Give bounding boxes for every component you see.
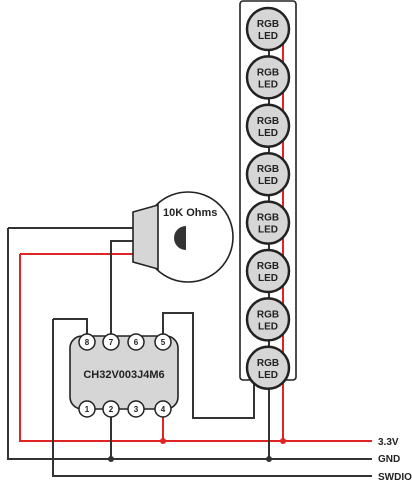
chip-pin: 6 [127, 333, 145, 351]
rgb-led-label-line2: LED [258, 225, 278, 236]
chip-label: CH32V003J4M6 [83, 369, 164, 381]
chip-pin-label: 1 [85, 405, 90, 414]
rgb-led-label-line1: RGB [257, 67, 279, 78]
pot-to-chip-pin7-wire [110, 240, 138, 336]
rgb-led-label-line2: LED [258, 273, 278, 284]
potentiometer-knob-icon [174, 226, 186, 250]
rgb-led-label-line2: LED [258, 128, 278, 139]
ground-rail-label: GND [378, 454, 400, 465]
rgb-led-body [245, 345, 291, 391]
rgb-led-label-line1: RGB [257, 309, 279, 320]
chip-pin-label: 5 [161, 338, 166, 347]
power-rail [19, 254, 372, 442]
rgb-led-label-line2: LED [258, 321, 278, 332]
junction-dot [108, 456, 114, 462]
junction-dots [108, 438, 286, 462]
rgb-led-body [245, 6, 291, 52]
chip-pin5-to-led-wire [162, 312, 255, 419]
rgb-led-label-line1: RGB [257, 358, 279, 369]
chip-pin-label: 3 [134, 405, 139, 414]
chip-pin8-to-swdio-wire [53, 318, 88, 336]
rgb-led-label-line2: LED [258, 176, 278, 187]
rgb-led-body [245, 151, 291, 197]
chip-pin: 5 [154, 333, 172, 351]
chip-pin: 7 [102, 333, 120, 351]
chip-pin: 2 [102, 400, 120, 418]
data-rail-label: SWDIO [378, 472, 412, 480]
rgb-led-label-line2: LED [258, 370, 278, 381]
chip-pin-label: 2 [109, 405, 114, 414]
chip-pin-label: 4 [161, 405, 166, 414]
rail-labels: 3.3V GND SWDIO [378, 437, 412, 480]
chip-pin: 4 [154, 400, 172, 418]
junction-dot [266, 456, 272, 462]
ground-rail [7, 228, 372, 460]
rgb-led-body [245, 200, 291, 245]
led-strip: RGBLEDRGBLEDRGBLEDRGBLEDRGBLEDRGBLEDRGBL… [239, 0, 297, 391]
potentiometer: 10K Ohms [132, 191, 234, 283]
rgb-led-label-line2: LED [258, 31, 278, 42]
potentiometer-pin-housing [132, 203, 159, 271]
chip-pin-label: 7 [109, 338, 114, 347]
chip-body [69, 335, 179, 410]
power-rail-label: 3.3V [378, 437, 399, 448]
chip-bottom-pins: 1 2 3 4 [78, 400, 172, 418]
chip-pin: 8 [78, 333, 96, 351]
rgb-led-body [245, 248, 291, 294]
rgb-led-label-line1: RGB [257, 116, 279, 127]
microcontroller-chip: CH32V003J4M6 8 7 6 5 1 [69, 333, 179, 418]
chip-pin-label: 6 [134, 338, 139, 347]
led-column: RGBLEDRGBLEDRGBLEDRGBLEDRGBLEDRGBLEDRGBL… [245, 6, 291, 391]
chip-top-pins: 8 7 6 5 [78, 333, 172, 351]
rgb-led-label-line2: LED [258, 79, 278, 90]
rgb-led-label-line1: RGB [257, 261, 279, 272]
chip-pin: 1 [78, 400, 96, 418]
rgb-led-label-line1: RGB [257, 213, 279, 224]
chip-pin: 3 [127, 400, 145, 418]
rgb-led-body [245, 103, 291, 149]
rgb-led-label-line1: RGB [257, 164, 279, 175]
rgb-led-body [245, 297, 291, 342]
rgb-led-body [245, 55, 291, 100]
rgb-led-label-line1: RGB [257, 19, 279, 30]
chip-pin-label: 8 [85, 338, 90, 347]
junction-dot [160, 438, 166, 444]
junction-dot [280, 438, 286, 444]
swdio-line [52, 319, 372, 477]
potentiometer-label: 10K Ohms [163, 207, 217, 219]
